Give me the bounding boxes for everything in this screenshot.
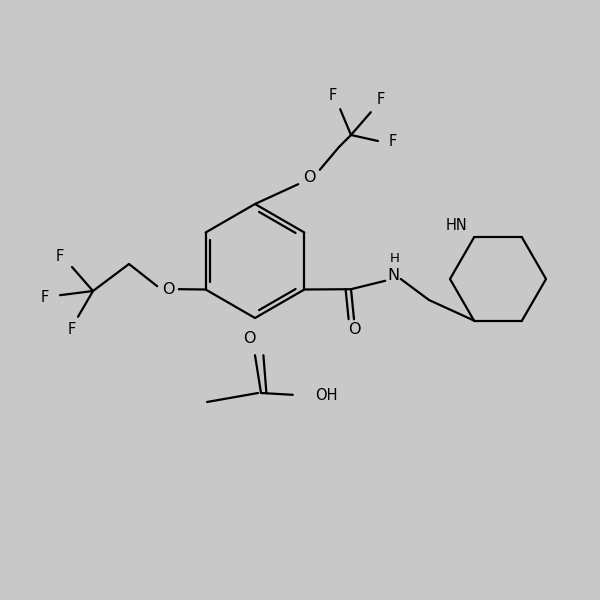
Text: F: F (389, 133, 397, 148)
Text: O: O (162, 282, 174, 297)
Text: OH: OH (315, 389, 337, 403)
Text: F: F (40, 289, 49, 304)
Text: F: F (68, 323, 76, 337)
Text: H: H (389, 251, 399, 265)
Text: O: O (303, 169, 315, 185)
Text: O: O (348, 322, 360, 337)
Text: F: F (329, 88, 337, 103)
Text: F: F (377, 91, 385, 107)
Text: N: N (387, 269, 399, 283)
Text: HN: HN (445, 218, 467, 233)
Text: F: F (56, 248, 64, 263)
Text: O: O (243, 331, 255, 346)
